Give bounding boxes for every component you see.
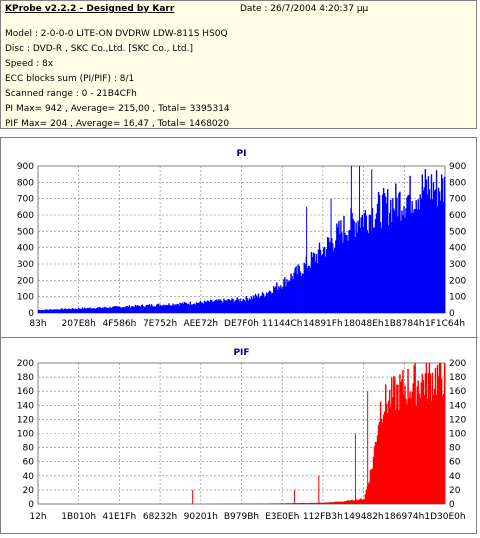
y-tick-label-left: 200 [17, 276, 34, 286]
x-tick-label: 1B010h [61, 512, 96, 522]
x-tick-label: 186974h [384, 512, 424, 522]
y-tick-label-right: 0 [449, 500, 455, 510]
x-tick-label: 18048Eh [344, 319, 384, 329]
y-tick-label-right: 180 [449, 373, 466, 383]
y-tick-label-right: 200 [449, 276, 466, 286]
scan-date: Date : 26/7/2004 4:20:37 μμ [240, 4, 368, 14]
y-tick-label-right: 40 [449, 472, 461, 482]
y-tick-label-left: 160 [17, 387, 34, 397]
y-tick-label-left: 80 [23, 444, 35, 454]
y-tick-label-left: 120 [17, 415, 34, 425]
y-tick-label-right: 80 [449, 444, 461, 454]
x-tick-label: 7E752h [143, 319, 177, 329]
y-tick-label-left: 100 [17, 430, 34, 440]
y-tick-label-right: 800 [449, 178, 466, 188]
y-tick-label-left: 0 [28, 309, 34, 319]
y-tick-label-right: 300 [449, 260, 466, 270]
x-tick-label: 68232h [143, 512, 177, 522]
x-tick-label: 14891Fh [303, 319, 343, 329]
pi-summary: PI Max= 942 , Average= 215,00 , Total= 3… [5, 104, 230, 114]
y-tick-label-right: 200 [449, 359, 466, 369]
x-tick-label: E3E0Eh [265, 512, 299, 522]
x-tick-label: 90201h [184, 512, 218, 522]
y-tick-label-left: 300 [17, 260, 34, 270]
y-tick-label-right: 700 [449, 195, 466, 205]
series-bar [444, 363, 445, 504]
x-tick-label: DE7F0h [224, 319, 259, 329]
y-tick-label-left: 0 [28, 500, 34, 510]
x-tick-label: 4F586h [103, 319, 137, 329]
y-tick-label-left: 500 [17, 227, 34, 237]
scanned-range: Scanned range : 0 - 21B4CFh [5, 89, 137, 99]
y-tick-label-left: 900 [17, 162, 34, 172]
y-tick-label-right: 140 [449, 401, 466, 411]
chart-title: PI [237, 149, 247, 159]
y-tick-label-left: 200 [17, 359, 34, 369]
chart-title: PIF [233, 348, 249, 358]
x-tick-label: 149482h [344, 512, 384, 522]
y-tick-label-right: 100 [449, 430, 466, 440]
x-tick-label: 12h [29, 512, 46, 522]
scan-info-panel: KProbe v2.2.2 - Designed by Karr Date : … [0, 0, 477, 129]
y-tick-label-left: 40 [23, 472, 35, 482]
x-tick-label: 207E8h [62, 319, 96, 329]
x-tick-label: 83h [29, 319, 46, 329]
y-tick-label-right: 600 [449, 211, 466, 221]
ecc-info: ECC blocks sum (PI/PIF) : 8/1 [5, 74, 134, 84]
y-tick-label-left: 700 [17, 195, 34, 205]
x-tick-label: AEE72h [183, 319, 218, 329]
x-tick-label: 112FB3h [303, 512, 343, 522]
y-tick-label-right: 0 [449, 309, 455, 319]
pif-summary: PIF Max= 204 , Average= 16,47 , Total= 1… [5, 119, 229, 129]
drive-model: Model : 2-0-0-0 LITE-ON DVDRW LDW-811S H… [5, 29, 228, 39]
y-tick-label-left: 800 [17, 178, 34, 188]
y-tick-label-left: 400 [17, 244, 34, 254]
y-tick-label-left: 60 [23, 458, 35, 468]
x-tick-label: 11144Ch [262, 319, 303, 329]
y-tick-label-right: 100 [449, 293, 466, 303]
y-tick-label-left: 100 [17, 293, 34, 303]
chart-divider [1, 337, 478, 338]
y-tick-label-right: 120 [449, 415, 466, 425]
y-tick-label-left: 600 [17, 211, 34, 221]
y-tick-label-right: 500 [449, 227, 466, 237]
x-tick-label: 1F1C64h [425, 319, 465, 329]
app-title: KProbe v2.2.2 - Designed by Karr [5, 4, 174, 14]
y-tick-label-right: 60 [449, 458, 461, 468]
y-tick-label-right: 900 [449, 162, 466, 172]
disc-info: Disc : DVD-R , SKC Co.,Ltd. [SKC Co., Lt… [5, 44, 193, 54]
x-tick-label: 41E1Fh [103, 512, 137, 522]
x-tick-label: 1D30E0h [424, 512, 465, 522]
series-bar [444, 177, 445, 313]
y-tick-label-right: 400 [449, 244, 466, 254]
y-tick-label-left: 20 [23, 486, 35, 496]
y-tick-label-right: 160 [449, 387, 466, 397]
x-tick-label: 1B8784h [384, 319, 425, 329]
y-tick-label-left: 140 [17, 401, 34, 411]
y-tick-label-left: 180 [17, 373, 34, 383]
x-tick-label: B979Bh [224, 512, 259, 522]
speed-info: Speed : 8x [5, 59, 53, 69]
y-tick-label-right: 20 [449, 486, 461, 496]
